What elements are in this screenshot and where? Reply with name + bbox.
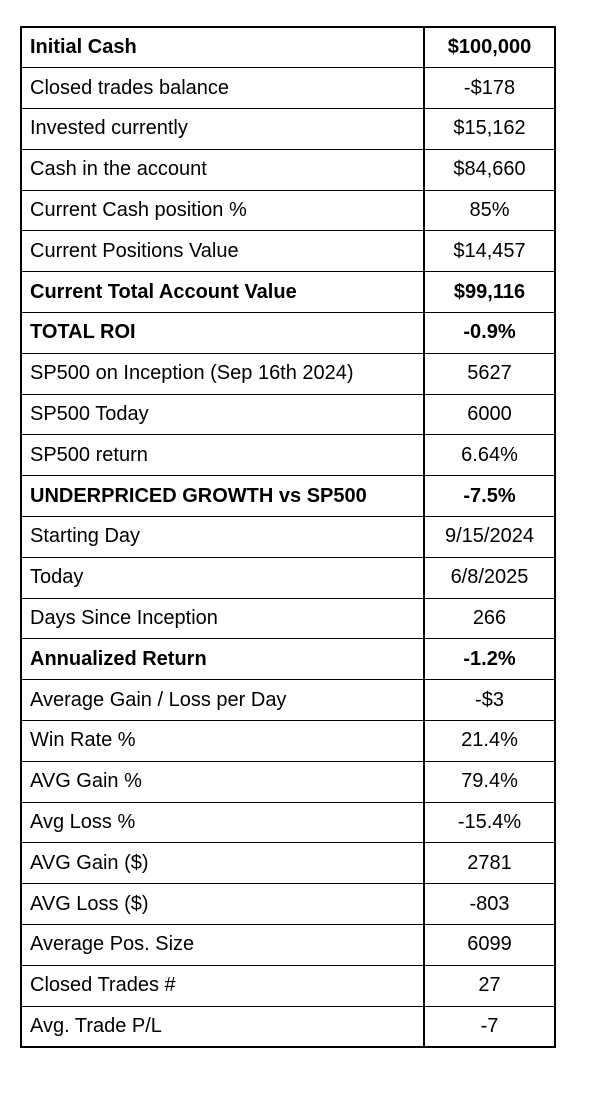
row-value: $15,162 — [423, 108, 556, 150]
row-value: 6.64% — [423, 434, 556, 477]
row-label: Initial Cash — [20, 26, 425, 69]
row-value: 21.4% — [423, 720, 556, 762]
row-label: AVG Gain ($) — [20, 842, 425, 885]
row-value: $99,116 — [423, 271, 556, 314]
row-value: $14,457 — [423, 230, 556, 273]
row-label: Average Gain / Loss per Day — [20, 679, 425, 722]
table-row: TOTAL ROI -0.9% — [20, 312, 556, 354]
table-row: Average Pos. Size 6099 — [20, 924, 556, 966]
row-label: Average Pos. Size — [20, 924, 425, 966]
row-value: -$178 — [423, 67, 556, 110]
row-label: Avg Loss % — [20, 801, 425, 844]
table-row: Annualized Return -1.2% — [20, 638, 556, 681]
row-label: Current Cash position % — [20, 189, 425, 232]
row-value: 9/15/2024 — [423, 516, 556, 558]
row-value: 27 — [423, 964, 556, 1007]
row-label: SP500 Today — [20, 393, 425, 436]
row-label: Starting Day — [20, 516, 425, 558]
table-row: Closed trades balance -$178 — [20, 67, 556, 110]
table-row: AVG Gain ($) 2781 — [20, 842, 556, 885]
row-label: Closed Trades # — [20, 964, 425, 1007]
row-value: 85% — [423, 189, 556, 232]
row-label: SP500 return — [20, 434, 425, 477]
table-row: Current Total Account Value $99,116 — [20, 271, 556, 314]
row-label: Closed trades balance — [20, 67, 425, 110]
table-row: AVG Gain % 79.4% — [20, 760, 556, 803]
row-value: $100,000 — [423, 26, 556, 69]
row-value: 6/8/2025 — [423, 556, 556, 599]
row-value: 2781 — [423, 842, 556, 885]
table-row: Average Gain / Loss per Day -$3 — [20, 679, 556, 722]
row-value: -803 — [423, 883, 556, 926]
table-row: Days Since Inception 266 — [20, 597, 556, 640]
row-value: 6099 — [423, 924, 556, 966]
table-row: Cash in the account $84,660 — [20, 148, 556, 191]
table-row: Current Positions Value $14,457 — [20, 230, 556, 273]
table-row: Current Cash position % 85% — [20, 189, 556, 232]
row-label: Days Since Inception — [20, 597, 425, 640]
row-label: Avg. Trade P/L — [20, 1005, 425, 1048]
row-value: -0.9% — [423, 312, 556, 354]
table-row: Closed Trades #27 — [20, 964, 556, 1007]
row-label: Current Total Account Value — [20, 271, 425, 314]
row-label: Today — [20, 556, 425, 599]
table-row: UNDERPRICED GROWTH vs SP500 -7.5% — [20, 475, 556, 518]
table-row: Win Rate % 21.4% — [20, 720, 556, 762]
table-body: Initial Cash $100,000 Closed trades balanc… — [20, 26, 556, 1048]
row-value: 266 — [423, 597, 556, 640]
row-value: 6000 — [423, 393, 556, 436]
row-label: UNDERPRICED GROWTH vs SP500 — [20, 475, 425, 518]
table-row: SP500 on Inception (Sep 16th 2024) 5627 — [20, 352, 556, 395]
row-label: SP500 on Inception (Sep 16th 2024) — [20, 352, 425, 395]
row-value: -15.4% — [423, 801, 556, 844]
table-row: Avg. Trade P/L -7 — [20, 1005, 556, 1048]
row-label: Invested currently — [20, 108, 425, 150]
table-row: SP500 return 6.64% — [20, 434, 556, 477]
table-row: AVG Loss ($) -803 — [20, 883, 556, 926]
row-value: 5627 — [423, 352, 556, 395]
stats-table: Initial Cash $100,000 Closed trades balanc… — [20, 26, 556, 1048]
row-label: Cash in the account — [20, 148, 425, 191]
row-value: -$3 — [423, 679, 556, 722]
table-row: Initial Cash $100,000 — [20, 26, 556, 69]
row-value: -7.5% — [423, 475, 556, 518]
table-row: Today 6/8/2025 — [20, 556, 556, 599]
row-label: AVG Gain % — [20, 760, 425, 803]
row-value: -1.2% — [423, 638, 556, 681]
row-value: -7 — [423, 1005, 556, 1048]
row-label: Annualized Return — [20, 638, 425, 681]
row-value: $84,660 — [423, 148, 556, 191]
table-row: Avg Loss % -15.4% — [20, 801, 556, 844]
table-row: Invested currently $15,162 — [20, 108, 556, 150]
row-label: AVG Loss ($) — [20, 883, 425, 926]
row-value: 79.4% — [423, 760, 556, 803]
row-label: Win Rate % — [20, 720, 425, 762]
table-row: SP500 Today 6000 — [20, 393, 556, 436]
row-label: TOTAL ROI — [20, 312, 425, 354]
row-label: Current Positions Value — [20, 230, 425, 273]
table-row: Starting Day 9/15/2024 — [20, 516, 556, 558]
